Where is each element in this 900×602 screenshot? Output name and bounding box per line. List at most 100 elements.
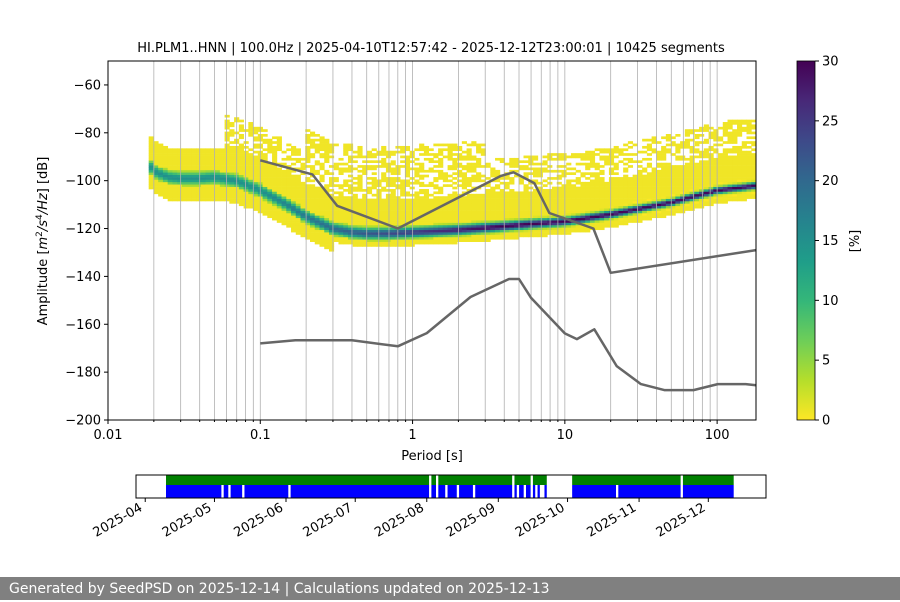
heatmap-cell (580, 208, 586, 211)
heatmap-cell (623, 157, 629, 161)
heatmap-cell (452, 227, 458, 231)
heatmap-cell (627, 179, 634, 183)
heatmap-cell (461, 196, 467, 199)
heatmap-cell (722, 122, 728, 125)
heatmap-cell (400, 186, 406, 190)
heatmap-cell (177, 165, 183, 168)
heatmap-cell (480, 205, 486, 209)
heatmap-cell (300, 224, 306, 228)
heatmap-cell (580, 157, 586, 161)
heatmap-cell (599, 184, 605, 187)
heatmap-cell (737, 184, 743, 187)
heatmap-cell (300, 208, 306, 211)
heatmap-cell (153, 172, 159, 175)
heatmap-cell (452, 217, 458, 221)
heatmap-cell (732, 131, 738, 135)
heatmap-cell (670, 205, 676, 209)
heatmap-cell (722, 126, 728, 130)
heatmap-cell (414, 172, 420, 175)
heatmap-cell (447, 196, 453, 199)
heatmap-cell (205, 186, 211, 190)
heatmap-cell (575, 153, 581, 156)
heatmap-cell (167, 167, 173, 171)
heatmap-cell (589, 179, 596, 183)
heatmap-cell (514, 222, 520, 226)
heatmap-cell (566, 167, 572, 171)
heatmap-cell (457, 210, 463, 214)
heatmap-cell (262, 174, 268, 178)
heatmap-cell (613, 217, 619, 221)
heatmap-cell (741, 189, 747, 192)
heatmap-cell (727, 122, 733, 125)
heatmap-cell (366, 222, 373, 226)
heatmap-cell (727, 181, 733, 185)
heatmap-cell (310, 193, 316, 197)
heatmap-cell (466, 236, 472, 240)
heatmap-cell (533, 208, 539, 211)
heatmap-cell (703, 191, 709, 195)
heatmap-cell (509, 205, 515, 209)
heatmap-cell (172, 174, 178, 178)
heatmap-cell (661, 150, 667, 154)
heatmap-cell (656, 141, 662, 144)
heatmap-cell (404, 191, 411, 195)
heatmap-cell (737, 122, 743, 125)
heatmap-cell (210, 172, 216, 175)
heatmap-cell (689, 167, 695, 171)
heatmap-cell (694, 141, 700, 144)
heatmap-cell (404, 169, 411, 173)
heatmap-cell (357, 232, 363, 235)
heatmap-cell (238, 172, 244, 175)
heatmap-cell (310, 134, 316, 137)
heatmap-cell (343, 179, 349, 183)
heatmap-cell (153, 191, 159, 195)
heatmap-cell (314, 234, 320, 238)
heatmap-cell (452, 172, 458, 175)
colorbar-tick-label: 5 (822, 354, 830, 369)
availability-segment (532, 485, 536, 498)
heatmap-cell (514, 157, 520, 161)
heatmap-cell (627, 160, 634, 164)
heatmap-cell (400, 232, 406, 235)
heatmap-cell (499, 227, 505, 231)
heatmap-cell (476, 174, 482, 178)
heatmap-cell (291, 208, 297, 211)
heatmap-cell (661, 153, 667, 156)
heatmap-cell (556, 212, 562, 216)
heatmap-cell (566, 201, 572, 204)
heatmap-cell (167, 181, 173, 185)
heatmap-cell (381, 234, 387, 238)
heatmap-cell (708, 160, 714, 164)
heatmap-cell (670, 186, 676, 190)
heatmap-cell (452, 143, 458, 147)
heatmap-cell (267, 198, 273, 202)
heatmap-cell (523, 191, 529, 195)
heatmap-cell (637, 179, 643, 183)
heatmap-cell (746, 153, 752, 156)
heatmap-cell (457, 165, 463, 168)
heatmap-cell (428, 205, 434, 209)
heatmap-cell (295, 203, 301, 207)
heatmap-cell (177, 186, 183, 190)
heatmap-cell (343, 215, 349, 219)
heatmap-cell (537, 208, 543, 211)
heatmap-cell (433, 165, 439, 168)
heatmap-cell (523, 198, 529, 202)
heatmap-cell (371, 193, 377, 197)
heatmap-cell (589, 165, 596, 168)
heatmap-cell (457, 153, 463, 156)
heatmap-cell (253, 129, 259, 132)
heatmap-cell (343, 201, 349, 204)
heatmap-cell (442, 234, 448, 238)
heatmap-cell (661, 201, 667, 204)
heatmap-cell (314, 239, 320, 242)
heatmap-cell (604, 186, 610, 190)
heatmap-cell (589, 181, 596, 185)
heatmap-cell (694, 167, 700, 171)
heatmap-cell (167, 186, 173, 190)
heatmap-cell (646, 191, 653, 195)
heatmap-cell (272, 174, 278, 178)
heatmap-cell (651, 138, 657, 142)
heatmap-cell (338, 184, 344, 187)
heatmap-cell (324, 234, 330, 238)
